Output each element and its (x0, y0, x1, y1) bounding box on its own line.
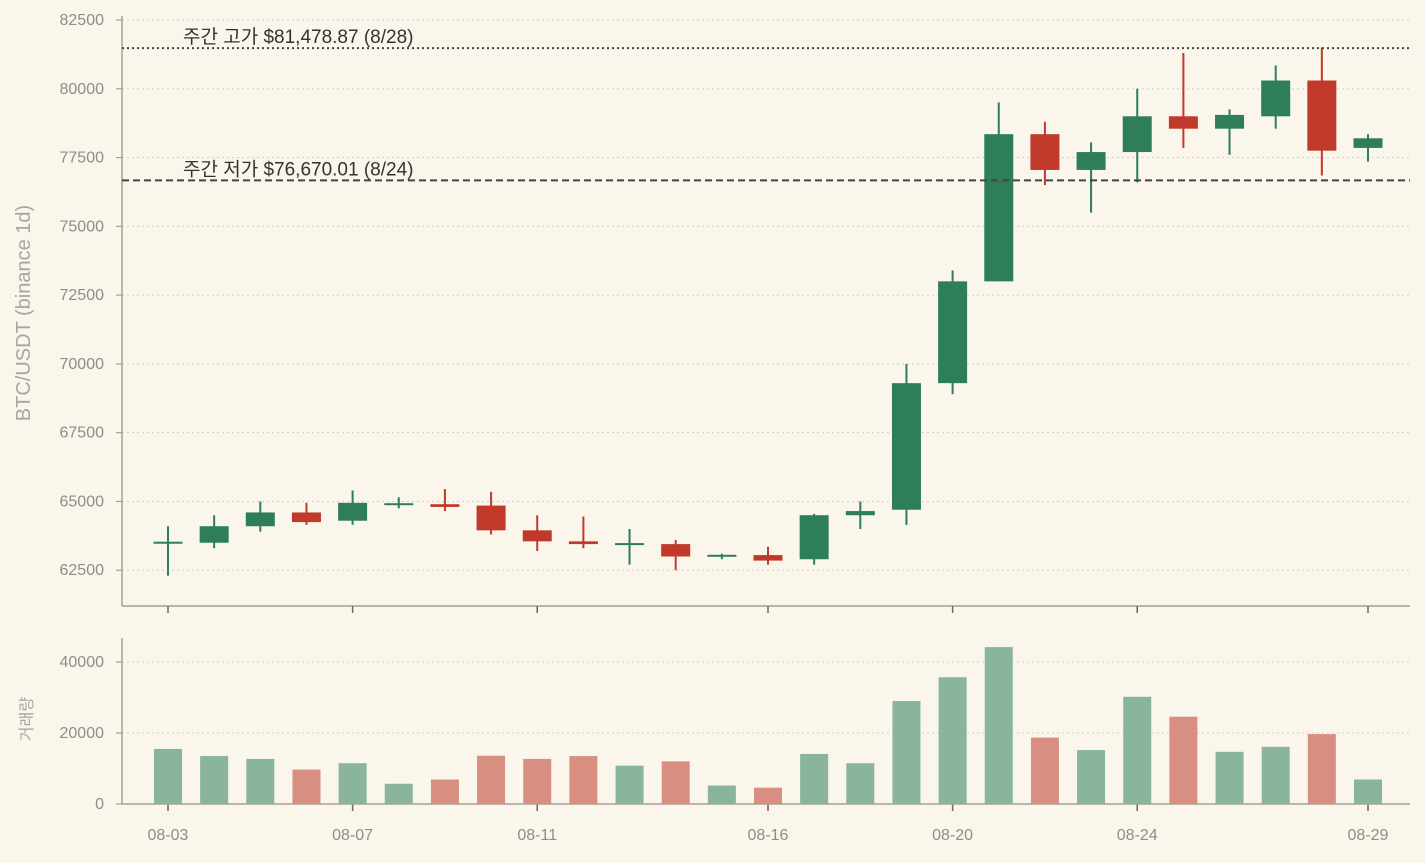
candle-body (891, 383, 921, 510)
price-y-tick-label: 70000 (60, 356, 105, 373)
x-tick-label: 08-29 (1348, 827, 1389, 844)
volume-bar (615, 765, 644, 804)
candle-body (291, 512, 321, 523)
candle-body (245, 512, 275, 527)
volume-bar (338, 763, 367, 804)
volume-bar (523, 758, 552, 804)
volume-bar (1169, 716, 1198, 804)
candle-body (615, 543, 645, 546)
volume-bar (477, 755, 506, 804)
volume-grid: 0 20000 40000 (60, 654, 1410, 813)
candle-body (153, 541, 183, 544)
volume-bar (892, 701, 921, 804)
candle-body (199, 526, 229, 543)
volume-bar (938, 677, 967, 804)
x-tick-label: 08-03 (148, 827, 189, 844)
candle-body (1307, 80, 1337, 151)
candle-body (1261, 80, 1291, 117)
volume-bar (1030, 737, 1059, 804)
price-y-tick-label: 75000 (60, 218, 105, 235)
price-y-tick-label: 62500 (60, 562, 105, 579)
candle-body (522, 530, 552, 542)
volume-bar (1077, 750, 1106, 804)
candle-body (568, 541, 598, 545)
volume-bar (984, 647, 1013, 804)
candle-body (753, 555, 783, 561)
price-y-tick-label: 82500 (60, 12, 105, 29)
volume-bar (707, 785, 736, 804)
volume-bar (1215, 751, 1244, 804)
candle-body (984, 134, 1014, 282)
volume-bar (200, 756, 229, 804)
candle-body (1076, 152, 1106, 170)
volume-bar (800, 753, 829, 804)
candle-body (938, 281, 968, 384)
candle-body (430, 504, 460, 507)
volume-bar (569, 756, 598, 804)
volume-y-tick-label: 20000 (60, 725, 105, 742)
price-y-axis-title: BTC/USDT (binance 1d) (13, 205, 35, 421)
weekly-high-label: 주간 고가 $81,478.87 (8/28) (183, 26, 413, 48)
candle-body (1215, 114, 1245, 129)
x-tick-label: 08-11 (517, 827, 557, 844)
candle-body (1030, 134, 1060, 170)
volume-bar (1261, 746, 1290, 804)
price-y-tick-label: 77500 (60, 150, 105, 167)
candle-body (384, 503, 414, 506)
candle-body (1353, 138, 1383, 148)
x-tick-label: 08-07 (332, 827, 373, 844)
volume-bars (154, 647, 1382, 804)
candle-body (661, 544, 691, 557)
volume-bar (661, 761, 690, 804)
volume-bar (846, 763, 875, 804)
candle-body (1122, 116, 1152, 153)
price-grid: 62500 65000 67500 70000 72500 75000 77500 80000… (60, 12, 1410, 579)
volume-bar (1354, 779, 1382, 804)
volume-bar (154, 748, 182, 804)
volume-bar (292, 769, 321, 804)
candle-body (476, 505, 506, 531)
volume-y-tick-label: 0 (95, 796, 104, 813)
x-tick-label: 08-20 (932, 827, 973, 844)
candle-body (707, 554, 737, 557)
volume-bar (384, 783, 413, 804)
candles (153, 47, 1383, 576)
volume-bar (1307, 734, 1336, 804)
weekly-low-label: 주간 저가 $76,670.01 (8/24) (183, 158, 413, 180)
price-y-tick-label: 72500 (60, 287, 105, 304)
volume-bar (1123, 696, 1152, 804)
volume-bar (430, 779, 459, 804)
candle-body (845, 511, 875, 516)
candle-body (1168, 116, 1198, 129)
volume-bar (754, 787, 782, 804)
volume-y-axis-title: 거래량 (18, 697, 36, 741)
candle-body (799, 515, 829, 560)
volume-bar (246, 758, 275, 804)
candle-body (338, 502, 368, 521)
price-y-tick-label: 67500 (60, 425, 105, 442)
volume-y-tick-label: 40000 (60, 654, 105, 671)
price-y-tick-label: 65000 (60, 493, 105, 510)
price-y-tick-label: 80000 (60, 81, 105, 98)
x-tick-label: 08-16 (748, 827, 789, 844)
x-tick-label: 08-24 (1117, 827, 1158, 844)
